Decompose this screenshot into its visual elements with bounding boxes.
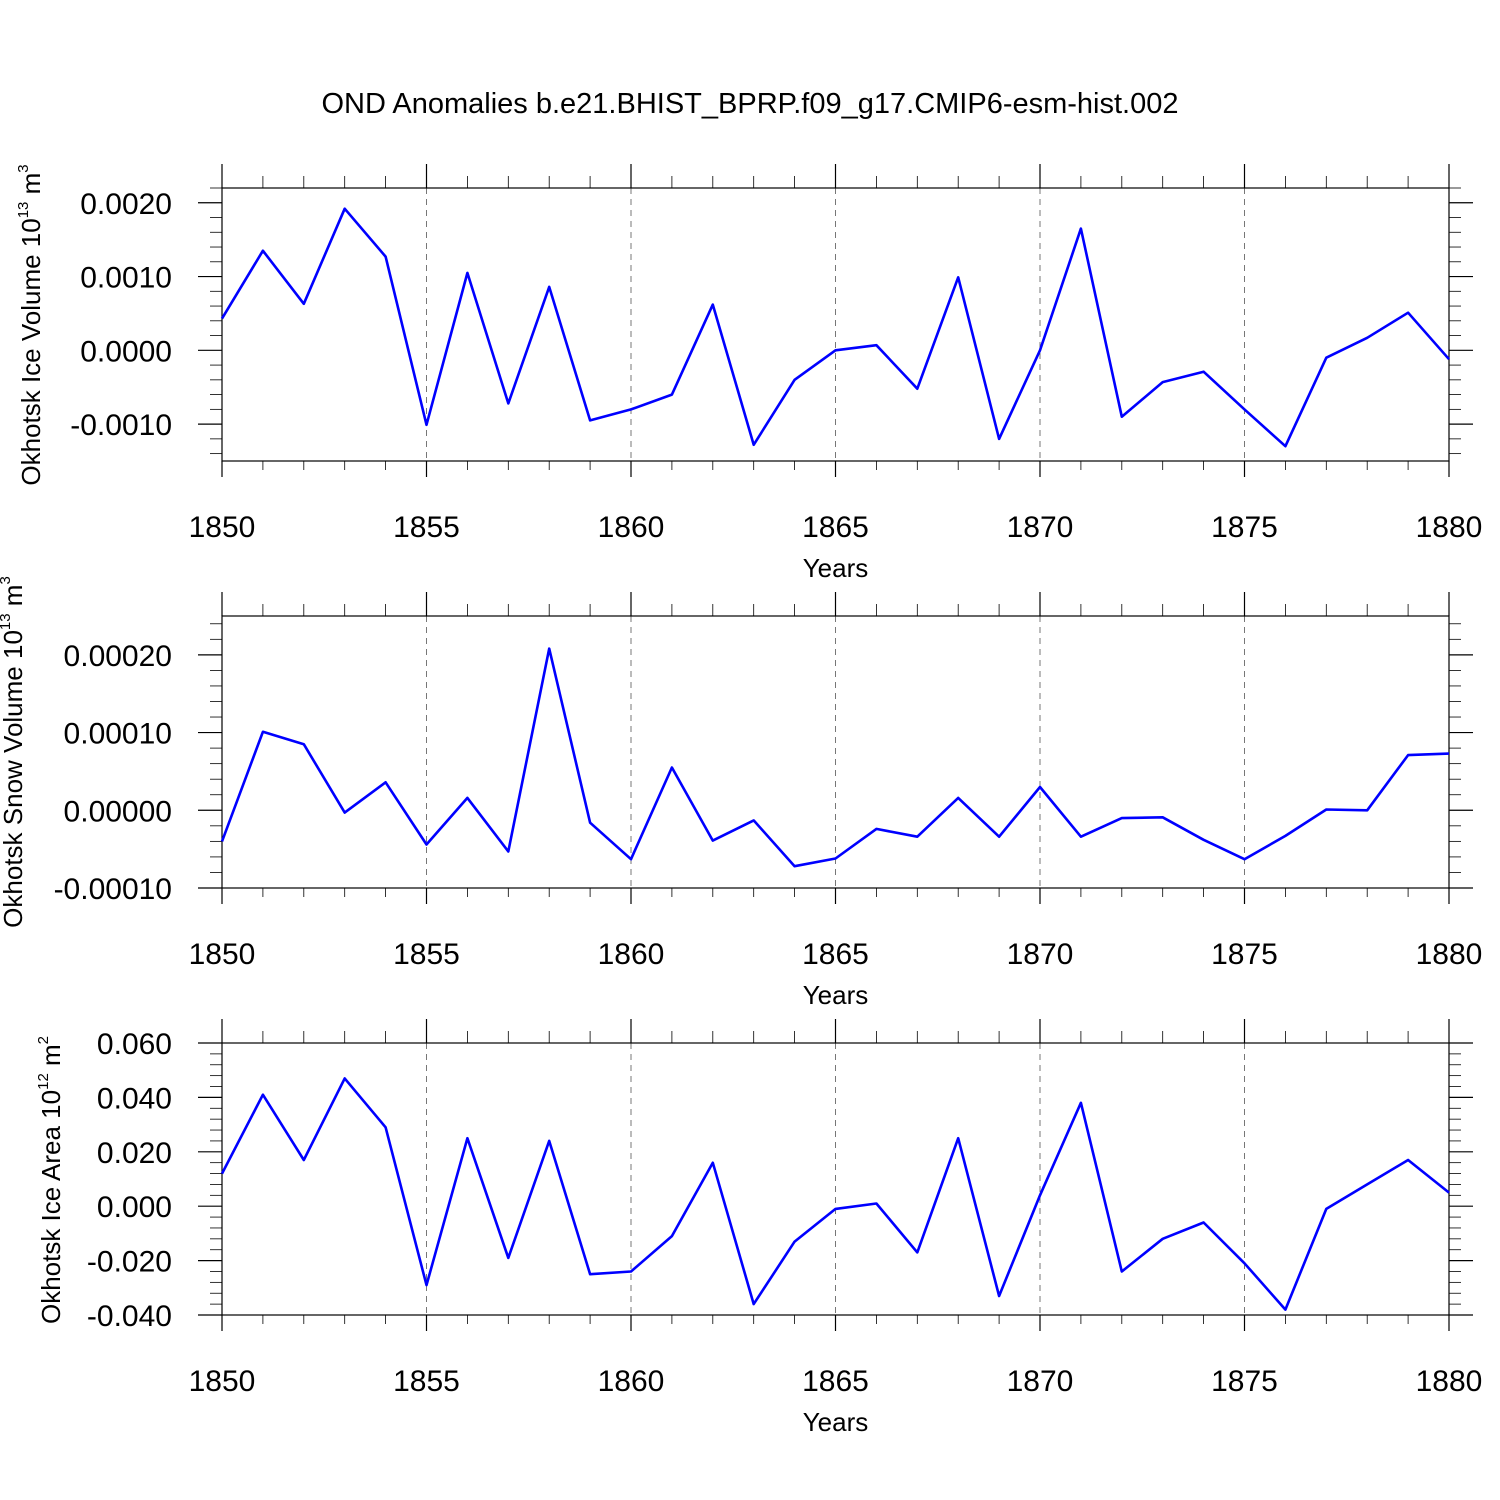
x-tick-label: 1865 bbox=[802, 511, 869, 544]
y-axis-label: Okhotsk Ice Volume 1013 m3 bbox=[15, 164, 46, 485]
y-tick-label: -0.040 bbox=[87, 1300, 172, 1333]
x-tick-label: 1875 bbox=[1211, 1365, 1278, 1398]
snow-volume-panel: -0.00010 0.00000 0.00010 0.00020 1850 1855 18… bbox=[0, 576, 1482, 1010]
x-tick-label: 1850 bbox=[189, 1365, 256, 1398]
x-tick-label: 1880 bbox=[1416, 511, 1483, 544]
y-tick-label: 0.040 bbox=[97, 1082, 172, 1115]
x-tick-label: 1870 bbox=[1007, 511, 1074, 544]
ice-volume-series-line bbox=[220, 207, 1450, 448]
x-tick-label: 1880 bbox=[1416, 938, 1483, 971]
y-axis-label: Okhotsk Ice Area 1012 m2 bbox=[35, 1036, 66, 1324]
ice-area-panel: -0.040 -0.020 0.000 0.020 0.040 0.060 1850 185… bbox=[35, 1019, 1482, 1437]
y-tick-label: -0.00010 bbox=[54, 873, 172, 906]
x-tick-label: 1860 bbox=[598, 1365, 665, 1398]
x-tick-label: 1860 bbox=[598, 938, 665, 971]
y-tick-label: -0.0010 bbox=[70, 409, 172, 442]
x-tick-label: 1875 bbox=[1211, 938, 1278, 971]
x-axis-label: Years bbox=[803, 1407, 869, 1437]
x-tick-label: 1875 bbox=[1211, 511, 1278, 544]
y-axis-label: Okhotsk Snow Volume 1013 m3 bbox=[0, 576, 28, 928]
x-tick-label: 1870 bbox=[1007, 938, 1074, 971]
ice-area-series-line bbox=[220, 1077, 1450, 1311]
x-axis-label: Years bbox=[803, 553, 869, 583]
y-tick-label: 0.0010 bbox=[80, 262, 172, 295]
figure-title: OND Anomalies b.e21.BHIST_BPRP.f09_g17.C… bbox=[322, 88, 1179, 120]
y-tick-label: 0.00000 bbox=[64, 795, 172, 828]
y-tick-label: -0.020 bbox=[87, 1246, 172, 1279]
x-tick-label: 1860 bbox=[598, 511, 665, 544]
x-tick-label: 1855 bbox=[393, 1365, 460, 1398]
y-tick-label: 0.060 bbox=[97, 1028, 172, 1061]
x-tick-label: 1855 bbox=[393, 938, 460, 971]
x-tick-label: 1880 bbox=[1416, 1365, 1483, 1398]
x-tick-label: 1870 bbox=[1007, 1365, 1074, 1398]
x-tick-label: 1850 bbox=[189, 938, 256, 971]
snow-volume-series-line bbox=[220, 647, 1450, 868]
ice-volume-panel: -0.0010 0.0000 0.0010 0.0020 1850 1855 1860 18… bbox=[15, 164, 1482, 583]
y-tick-label: 0.0020 bbox=[80, 188, 172, 221]
y-tick-label: 0.020 bbox=[97, 1137, 172, 1170]
y-tick-label: 0.00020 bbox=[64, 640, 172, 673]
x-tick-label: 1865 bbox=[802, 1365, 869, 1398]
x-tick-label: 1850 bbox=[189, 511, 256, 544]
x-axis-label: Years bbox=[803, 980, 869, 1010]
x-tick-label: 1865 bbox=[802, 938, 869, 971]
y-tick-label: 0.00010 bbox=[64, 718, 172, 751]
y-tick-label: 0.0000 bbox=[80, 335, 172, 368]
x-tick-label: 1855 bbox=[393, 511, 460, 544]
y-tick-label: 0.000 bbox=[97, 1191, 172, 1224]
